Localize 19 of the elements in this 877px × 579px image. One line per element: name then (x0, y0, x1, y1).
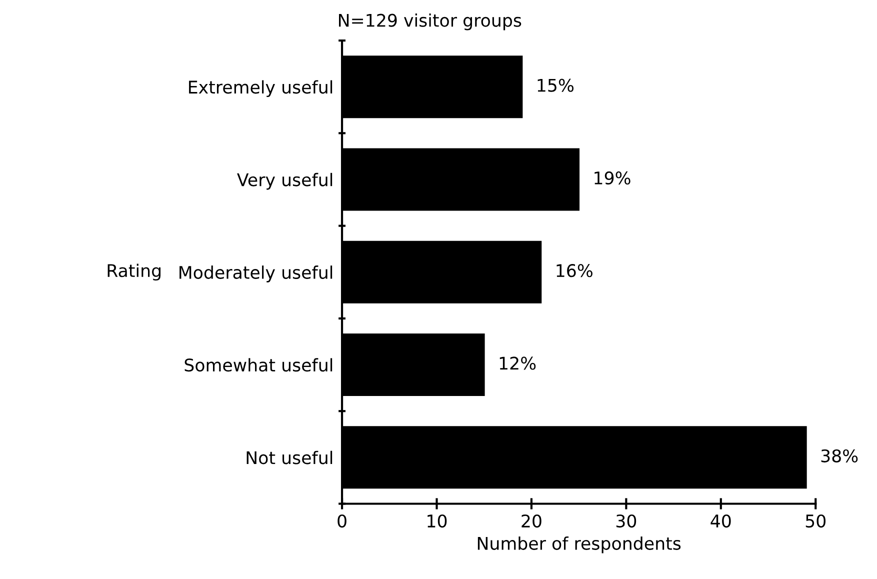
y-tick-label: Somewhat useful (184, 358, 332, 372)
x-tick-label: 50 (806, 514, 826, 528)
annotation: 15% (538, 78, 574, 92)
x-tick-label: 40 (710, 514, 731, 528)
x-tick-label: 30 (616, 514, 636, 528)
x-axis-title: Number of respondents (478, 536, 681, 554)
annotation: 16% (556, 264, 592, 278)
y-tick-label: Extremely useful (189, 80, 332, 98)
y-tick-label: Very useful (237, 172, 332, 190)
x-tick-label: 20 (522, 514, 542, 528)
y-tick-label: Not useful (246, 450, 332, 464)
y-axis-title: Rating (108, 264, 160, 281)
y-tick-label: Moderately useful (180, 266, 332, 282)
annotation: 19% (594, 171, 630, 185)
x-tick-label: 10 (428, 514, 447, 528)
x-tick-label: 0 (338, 514, 346, 528)
annotation: 12% (500, 356, 536, 370)
annotation: 38% (821, 449, 858, 462)
chart-title: N=129 visitor groups (339, 13, 522, 30)
